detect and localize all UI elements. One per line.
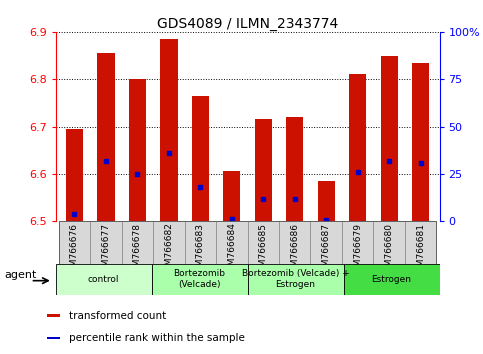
Text: GSM766678: GSM766678	[133, 223, 142, 278]
Bar	[47, 337, 59, 339]
Bar	[311, 221, 342, 264]
Text: transformed count: transformed count	[69, 311, 166, 321]
Bar	[185, 221, 216, 264]
Text: GSM766679: GSM766679	[353, 223, 362, 278]
Bar	[216, 221, 248, 264]
Text: GSM766684: GSM766684	[227, 223, 236, 278]
Bar	[286, 117, 303, 221]
Bar	[122, 221, 153, 264]
Text: GSM766683: GSM766683	[196, 223, 205, 278]
Text: Bortezomib (Velcade) +
Estrogen: Bortezomib (Velcade) + Estrogen	[242, 269, 349, 289]
Bar	[373, 221, 405, 264]
Text: GSM766680: GSM766680	[384, 223, 394, 278]
Bar	[381, 56, 398, 221]
Bar	[255, 119, 272, 221]
Text: Estrogen: Estrogen	[371, 275, 412, 284]
Title: GDS4089 / ILMN_2343774: GDS4089 / ILMN_2343774	[157, 17, 338, 31]
Text: GSM766686: GSM766686	[290, 223, 299, 278]
Text: GSM766682: GSM766682	[164, 223, 173, 278]
Text: Bortezomib
(Velcade): Bortezomib (Velcade)	[173, 269, 226, 289]
Bar	[349, 74, 366, 221]
Bar	[56, 264, 152, 295]
Text: percentile rank within the sample: percentile rank within the sample	[69, 333, 245, 343]
Text: control: control	[88, 275, 119, 284]
Bar	[47, 314, 59, 317]
Bar	[342, 221, 373, 264]
Bar	[97, 53, 114, 221]
Bar	[317, 181, 335, 221]
Text: GSM766685: GSM766685	[259, 223, 268, 278]
Bar	[248, 264, 343, 295]
Bar	[279, 221, 311, 264]
Bar	[248, 221, 279, 264]
Bar	[59, 221, 90, 264]
Bar	[343, 264, 440, 295]
Bar	[129, 79, 146, 221]
Text: GSM766676: GSM766676	[70, 223, 79, 278]
Text: GSM766681: GSM766681	[416, 223, 425, 278]
Bar	[66, 129, 83, 221]
Bar	[90, 221, 122, 264]
Text: GSM766677: GSM766677	[101, 223, 111, 278]
Bar	[160, 39, 178, 221]
Bar	[192, 96, 209, 221]
Bar	[152, 264, 248, 295]
Bar	[153, 221, 185, 264]
Bar	[412, 63, 429, 221]
Bar	[405, 221, 436, 264]
Bar	[223, 171, 241, 221]
Text: GSM766687: GSM766687	[322, 223, 331, 278]
Text: agent: agent	[4, 270, 37, 280]
